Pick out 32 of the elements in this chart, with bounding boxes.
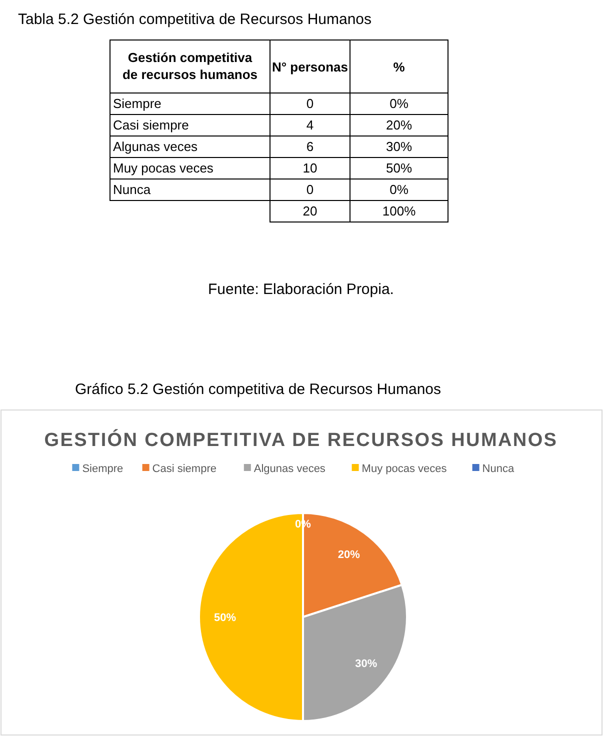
legend-label: Muy pocas veces	[362, 463, 448, 475]
text: Gráfico 5.2 Gestión competitiva de Recursos Humanos	[75, 381, 441, 398]
text: 20	[302, 204, 318, 218]
data-label: 30%	[386, 139, 412, 154]
data-label: 6	[306, 139, 314, 154]
text: Tabla 5.2 Gestión competitiva de Recursos Humanos	[18, 11, 372, 28]
data-label: 0%	[390, 182, 409, 197]
data-label: 50%	[386, 160, 412, 176]
legend-label: Algunas veces	[254, 463, 326, 475]
legend-title: Gestión competitiva de recursos humanos	[122, 50, 258, 82]
text: 100%	[382, 204, 416, 218]
data-label: 10	[302, 160, 318, 176]
category-label: Algunas veces	[113, 139, 198, 154]
data-label: 0	[306, 96, 314, 111]
category-label: Muy pocas veces	[113, 160, 214, 176]
data-label: 0%	[390, 96, 409, 111]
source-note: Fuente: Elaboración Propia.	[208, 281, 394, 298]
text: %	[393, 60, 406, 74]
category-label: Casi siempre	[113, 118, 189, 132]
legend-label: Casi siempre	[152, 463, 216, 475]
data-label: 50%	[214, 612, 236, 624]
data-label: 0	[306, 182, 314, 197]
legend-label: Siempre	[82, 463, 124, 475]
category-label: Siempre	[113, 96, 162, 111]
chart-title: GESTIÓN COMPETITIVA DE RECURSOS HUMANOS	[44, 429, 558, 451]
data-label: 30%	[355, 658, 378, 670]
data-label: 4	[306, 118, 314, 132]
category-label: Nunca	[113, 182, 152, 197]
text: N° personas	[272, 60, 348, 74]
data-label: 20%	[338, 548, 360, 561]
data-label: 20%	[386, 118, 412, 132]
legend-label: Nunca	[482, 463, 515, 475]
